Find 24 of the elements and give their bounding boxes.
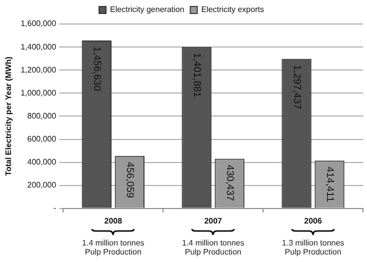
- y-tick-label: 1,600,000: [20, 19, 57, 28]
- text: 1.4 million tonnes Pulp Production: [182, 238, 244, 257]
- y-tick-label: -: [54, 204, 57, 213]
- y-tick-label: 800,000: [27, 111, 57, 120]
- y-axis-title: Total Electricity per Year (MWh): [4, 56, 14, 176]
- y-tick-label: 1,000,000: [20, 88, 57, 98]
- x-tick-label: 2007: [204, 216, 223, 226]
- x-tick-label: 2006: [304, 216, 322, 226]
- text: 1.4 million tonnes Pulp Production: [82, 238, 144, 257]
- legend-label: Electricity exports: [201, 5, 264, 14]
- y-tick-label: 600,000: [27, 134, 57, 144]
- data-label: 414,411: [324, 166, 335, 202]
- data-label: 430,437: [224, 164, 235, 202]
- text: 1.3 million tonnes Pulp Production: [282, 238, 344, 257]
- x-tick-label: 2008: [104, 216, 123, 226]
- data-label: 456,059: [124, 162, 135, 198]
- data-label: 1,401,881: [190, 52, 202, 98]
- y-tick-label: 1,400,000: [20, 42, 57, 52]
- data-label: 1,297,437: [290, 64, 302, 110]
- y-tick-label: 1,200,000: [20, 65, 57, 74]
- data-label: 1,456,630: [90, 46, 102, 92]
- y-tick-label: 200,000: [27, 180, 57, 190]
- legend-label: Electricity generation: [110, 5, 184, 14]
- y-tick-label: 400,000: [27, 158, 57, 167]
